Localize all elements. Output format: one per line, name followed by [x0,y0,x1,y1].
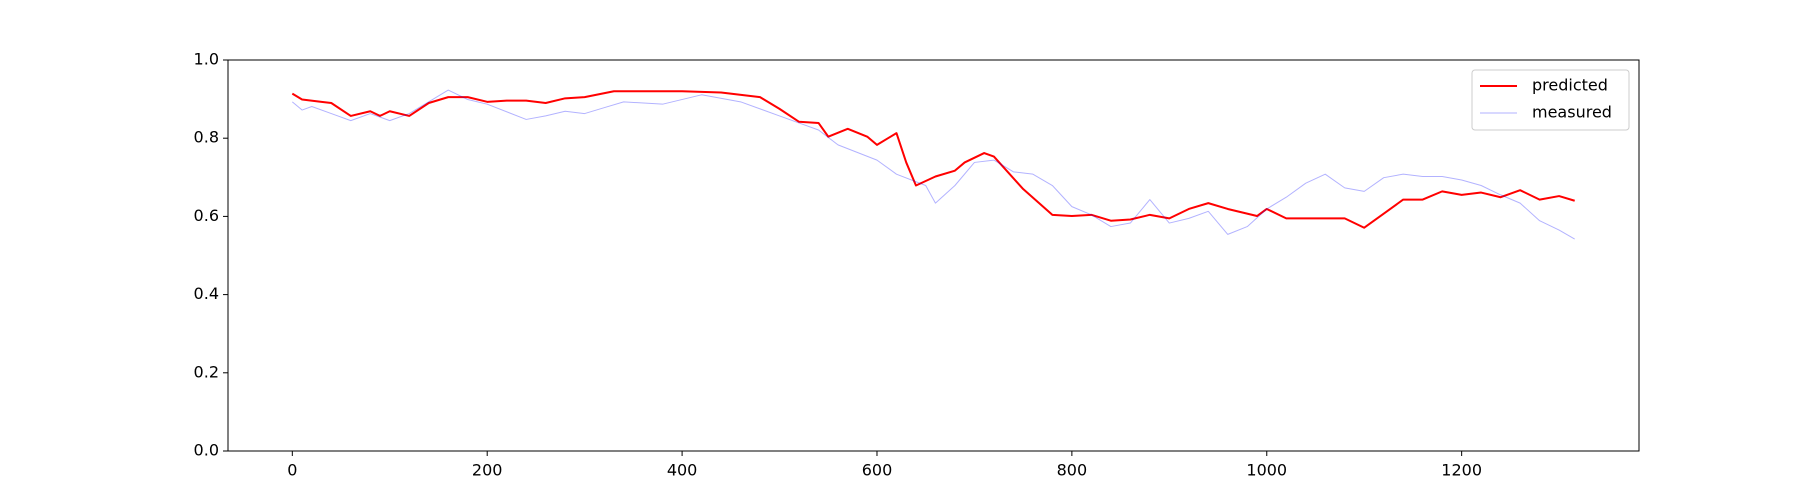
line-series [291,89,1575,240]
x-tick-label: 1200 [1441,461,1482,480]
y-tick-label: 1.0 [194,50,219,69]
line-series [291,90,1575,229]
y-tick-label: 0.4 [194,284,219,303]
y-tick-label: 0.0 [194,441,219,460]
x-tick-label: 800 [1057,461,1088,480]
x-tick-label: 1000 [1246,461,1287,480]
x-tick-label: 600 [862,461,893,480]
legend-label: predicted [1532,76,1608,95]
legend-label: measured [1532,103,1612,122]
x-tick-label: 0 [287,461,297,480]
y-tick-label: 0.6 [194,206,219,225]
plot-frame [227,59,1640,452]
x-tick-label: 400 [667,461,698,480]
x-tick-label: 200 [472,461,503,480]
y-tick-label: 0.8 [194,128,219,147]
y-tick-label: 0.2 [194,362,219,381]
